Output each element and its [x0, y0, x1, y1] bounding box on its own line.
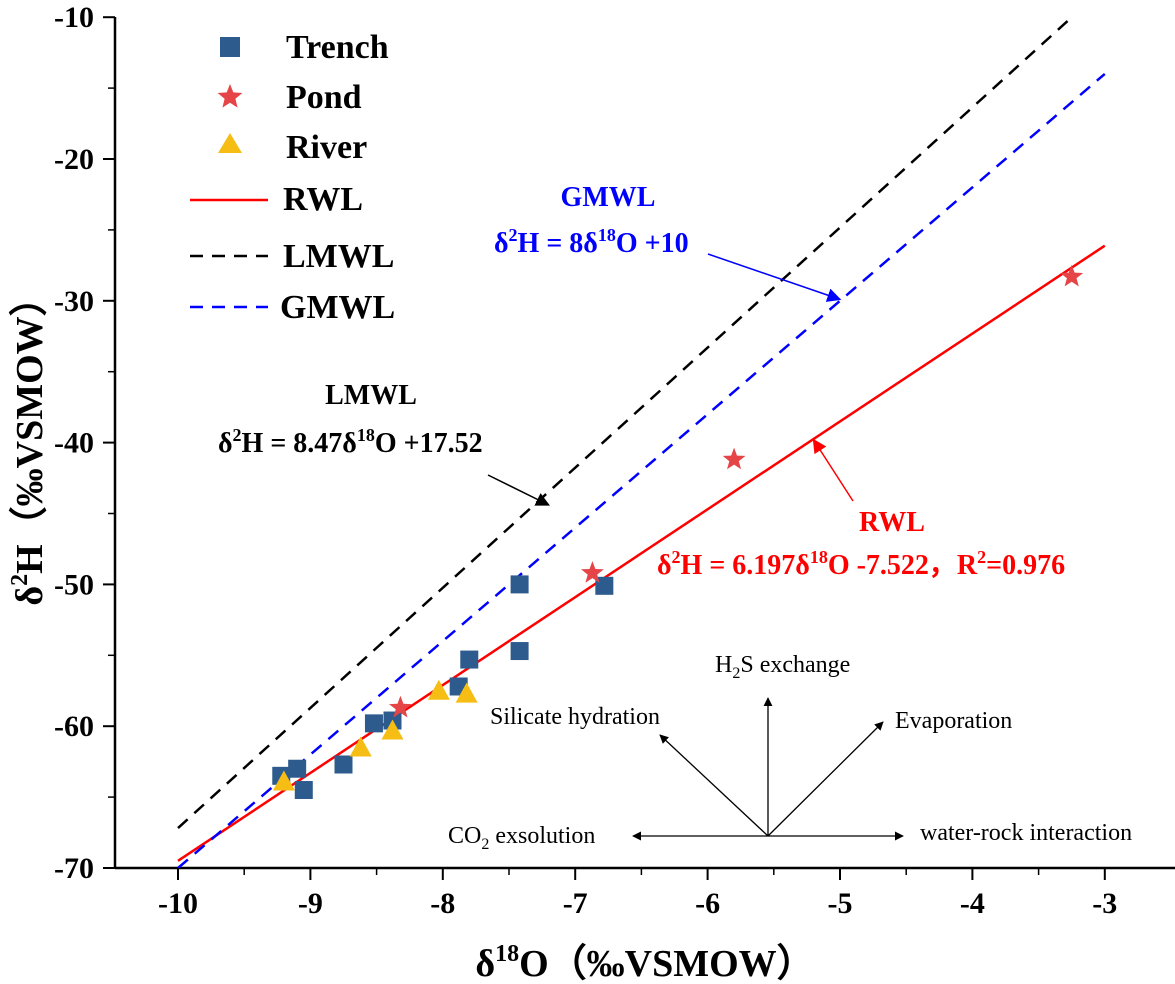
y-tick-label: -60 [54, 710, 94, 743]
river-point [272, 770, 295, 791]
x-tick-label: -6 [695, 887, 720, 920]
legend-marker-river [218, 133, 242, 153]
x-tick-label: -4 [960, 887, 985, 920]
legend: Trench Pond River RWL LMWL GMWL [190, 29, 395, 326]
process-arrow-evaporation [767, 721, 884, 837]
axis-ticks [103, 16, 1106, 880]
y-tick-label: -40 [54, 427, 94, 460]
legend-label-pond: Pond [286, 79, 362, 116]
lmwl-annotation-equation: δ2H = 8.47δ18O +17.52 [218, 425, 483, 459]
lmwl-annotation: LMWL δ2H = 8.47δ18O +17.52 [218, 380, 550, 506]
x-tick-label: -9 [298, 887, 323, 920]
x-tick-label: -3 [1092, 887, 1117, 920]
lmwl-line [177, 17, 1074, 829]
trench-point [595, 576, 614, 595]
trench-point [334, 755, 353, 774]
trench-point [460, 650, 479, 669]
gmwl-annotation-equation: δ2H = 8δ18O +10 [494, 225, 689, 259]
axis-tick-labels: -10 -9 -8 -7 -6 -5 -4 -3 -70 -60 -50 -40 -30 -20 -10 [54, 1, 1117, 920]
trench-point [510, 575, 529, 594]
river-point [427, 679, 450, 700]
process-label-h2s: H2S exchange [715, 652, 850, 682]
trench-point [288, 759, 307, 778]
process-label-co2: CO2 exsolution [448, 823, 595, 853]
river-point [381, 719, 404, 740]
process-label-evaporation: Evaporation [895, 708, 1012, 734]
rwl-annotation-equation: δ2H = 6.197δ18O -7.522，R2=0.976 [657, 547, 1065, 581]
river-point [455, 682, 478, 703]
pond-point [389, 695, 412, 718]
x-tick-label: -7 [563, 887, 588, 920]
river-point [349, 736, 372, 757]
pond-point [722, 447, 746, 470]
legend-label-rwl: RWL [283, 181, 363, 218]
y-tick-label: -20 [54, 143, 94, 176]
rwl-annotation-title: RWL [859, 507, 925, 538]
trench-point [364, 714, 383, 733]
process-arrow-silicate [659, 734, 769, 837]
gmwl-line [177, 72, 1106, 868]
lmwl-annotation-title: LMWL [325, 380, 417, 411]
process-diagram: H2S exchange Silicate hydration Evaporat… [448, 652, 1132, 853]
water-lines [177, 17, 1106, 868]
lmwl-annotation-arrow [487, 474, 550, 506]
pond-point [581, 561, 604, 583]
legend-label-trench: Trench [286, 29, 389, 66]
legend-marker-trench [220, 37, 240, 57]
y-tick-label: -30 [54, 285, 94, 318]
rwl-annotation-arrow [812, 438, 854, 502]
pond-point [1060, 264, 1084, 287]
y-tick-label: -50 [54, 568, 94, 601]
legend-label-gmwl: GMWL [280, 289, 395, 326]
legend-marker-pond [217, 84, 243, 108]
legend-label-lmwl: LMWL [283, 238, 394, 275]
x-tick-label: -10 [158, 887, 198, 920]
trench-point [294, 781, 313, 800]
y-axis-title: δ2H（‰VSMOW） [7, 278, 51, 605]
gmwl-annotation-title: GMWL [561, 182, 656, 213]
rwl-annotation: RWL δ2H = 6.197δ18O -7.522，R2=0.976 [657, 438, 1065, 581]
x-axis-title: δ18O（‰VSMOW） [475, 941, 814, 984]
process-label-silicate: Silicate hydration [490, 704, 660, 730]
legend-label-river: River [286, 129, 367, 166]
process-label-water-rock: water-rock interaction [920, 820, 1132, 846]
trench-point [510, 642, 529, 661]
data-points [272, 264, 1084, 800]
x-tick-label: -8 [430, 887, 455, 920]
y-tick-label: -10 [54, 1, 94, 34]
y-tick-label: -70 [54, 852, 94, 885]
gmwl-annotation-arrow [707, 253, 842, 302]
rwl-line [177, 244, 1106, 862]
gmwl-annotation: GMWL δ2H = 8δ18O +10 [494, 182, 842, 302]
x-tick-label: -5 [828, 887, 853, 920]
